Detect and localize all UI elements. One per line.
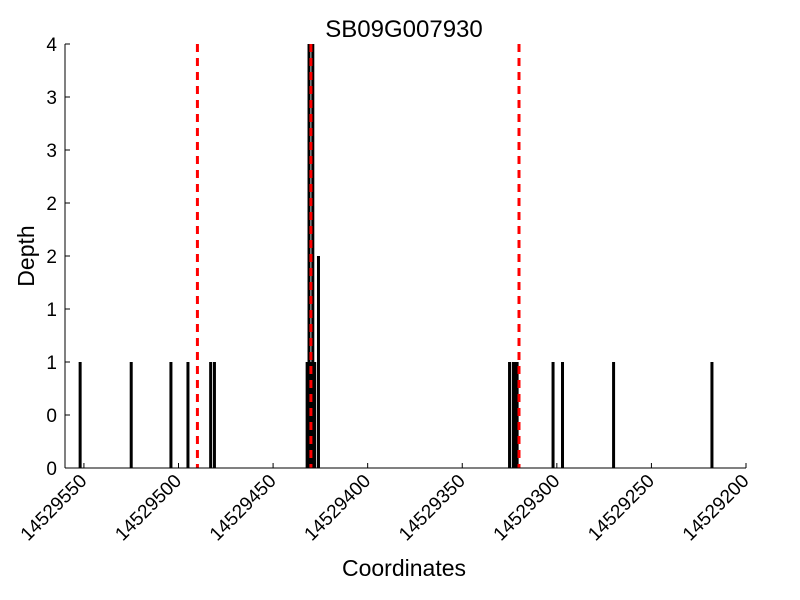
y-tick-label: 0 [46, 406, 57, 427]
x-tick-label: 14529300 [490, 471, 565, 546]
bar [513, 362, 517, 468]
bar [311, 44, 315, 468]
bar [212, 362, 216, 468]
y-tick-label: 2 [46, 247, 57, 268]
bar [307, 44, 311, 468]
bar [78, 362, 82, 468]
axes: 0 0 1 1 2 2 3 3 4 14529550 14529500 14529450 1452940… [17, 35, 754, 545]
x-tick-label: 14529400 [301, 471, 376, 546]
bar [305, 362, 309, 468]
y-tick-label: 4 [46, 35, 57, 56]
chart-title: SB09G007930 [325, 16, 482, 43]
bar [508, 362, 512, 468]
x-tick-label: 14529200 [679, 471, 754, 546]
x-tick-label: 14529500 [111, 471, 186, 546]
x-tick-label: 14529250 [584, 471, 659, 546]
y-tick-label: 2 [46, 194, 57, 215]
y-tick-label: 3 [46, 141, 57, 162]
bar [612, 362, 616, 468]
bar [186, 362, 190, 468]
bar [209, 362, 213, 468]
bar [316, 256, 320, 468]
bars [78, 44, 714, 468]
y-tick-label: 0 [46, 459, 57, 480]
x-tick-label: 14529350 [395, 471, 470, 546]
bar [169, 362, 173, 468]
y-axis-label: Depth [13, 225, 39, 286]
bar [511, 362, 515, 468]
bar [551, 362, 555, 468]
bar [710, 362, 714, 468]
bar [561, 362, 565, 468]
x-axis-label: Coordinates [342, 555, 466, 581]
y-tick-label: 1 [46, 300, 57, 321]
x-tick-label: 14529550 [17, 471, 92, 546]
y-tick-label: 1 [46, 353, 57, 374]
bar [129, 362, 133, 468]
y-tick-label: 3 [46, 88, 57, 109]
x-tick-label: 14529450 [206, 471, 281, 546]
bar [313, 362, 317, 468]
bar [515, 362, 519, 468]
reference-lines [195, 44, 521, 468]
